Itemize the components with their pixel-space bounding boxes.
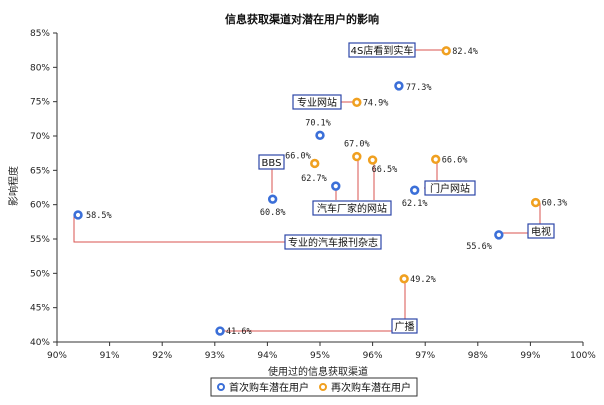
- data-label: 41.6%: [226, 327, 252, 337]
- y-tick-label: 45%: [30, 304, 50, 314]
- chart-title: 信息获取渠道对潜在用户的影响: [225, 12, 379, 26]
- data-label: 74.9%: [363, 98, 389, 108]
- x-tick-label: 92%: [152, 351, 172, 361]
- y-tick-label: 75%: [30, 98, 50, 108]
- callout-label: 专业网站: [297, 96, 337, 109]
- y-tick-label: 60%: [30, 201, 50, 211]
- point-repeat-buyer: [399, 274, 409, 284]
- point-repeat-buyer: [352, 151, 362, 162]
- axes: 90% 91% 92% 93% 94% 95% 96% 97% 98% 99% 100% 40% 45%…: [30, 29, 596, 361]
- data-label: 62.7%: [301, 174, 327, 184]
- data-label: 67.0%: [344, 140, 370, 150]
- x-axis-title: 使用过的信息获取渠道: [268, 365, 368, 378]
- x-tick-label: 97%: [415, 351, 435, 361]
- data-label: 66.0%: [285, 151, 311, 161]
- legend: 首次购车潜在用户 再次购车潜在用户: [210, 377, 418, 397]
- callout-label: BBS: [262, 158, 282, 169]
- x-tick-label: 90%: [47, 351, 67, 361]
- point-first-buyer: [267, 194, 278, 204]
- point-repeat-buyer: [530, 197, 541, 208]
- y-tick-label: 55%: [30, 235, 50, 245]
- data-label: 60.8%: [260, 208, 286, 218]
- data-label: 62.1%: [402, 199, 428, 209]
- x-tick-label: 93%: [205, 351, 225, 361]
- callout-box: [258, 154, 285, 170]
- legend-label-first: 首次购车潜在用户: [229, 381, 309, 394]
- point-repeat-buyer: [310, 158, 320, 169]
- point-first-buyer: [315, 130, 325, 141]
- x-tick-label: 99%: [520, 351, 540, 361]
- callout-label: 4S店看到实车: [351, 44, 414, 57]
- callout-box: [527, 223, 555, 239]
- point-first-buyer: [394, 81, 404, 91]
- callout-label: 广播: [395, 320, 415, 333]
- point-first-buyer: [331, 181, 341, 191]
- x-tick-label: 98%: [468, 351, 488, 361]
- y-tick-label: 70%: [30, 132, 50, 142]
- x-tick-label: 94%: [257, 351, 277, 361]
- callout-label: 电视: [531, 225, 551, 238]
- x-tick-label: 91%: [100, 351, 120, 361]
- data-label: 60.3%: [542, 199, 568, 209]
- callout-label: 门户网站: [430, 182, 470, 195]
- data-label: 66.6%: [442, 155, 468, 165]
- point-repeat-buyer: [441, 46, 451, 56]
- callout-leader: [73, 214, 285, 243]
- point-repeat-buyer: [367, 155, 378, 165]
- point-first-buyer: [215, 326, 225, 336]
- x-tick-label: 100%: [570, 351, 596, 361]
- callout-label: 汽车厂家的网站: [317, 202, 387, 215]
- point-repeat-buyer: [431, 154, 441, 165]
- callout-box: [424, 180, 476, 196]
- y-tick-label: 80%: [30, 63, 50, 73]
- callout-box: [292, 94, 342, 110]
- legend-label-repeat: 再次购车潜在用户: [331, 381, 411, 394]
- data-label: 58.5%: [86, 211, 112, 221]
- data-label: 82.4%: [452, 47, 478, 57]
- y-tick-label: 40%: [30, 338, 50, 348]
- callout-box: [284, 234, 382, 250]
- point-first-buyer: [494, 230, 504, 240]
- callout-box: [348, 42, 416, 58]
- data-label: 70.1%: [305, 118, 331, 128]
- data-points: 58.5% 41.6% 60.8% 70.1% 62.7% 77.3% 62.1% 55.6%…: [73, 46, 568, 337]
- callout-label: 专业的汽车报刊杂志: [288, 236, 378, 249]
- legend-box: [210, 377, 418, 397]
- point-first-buyer: [73, 210, 83, 220]
- legend-marker-repeat: [319, 383, 327, 391]
- y-tick-label: 50%: [30, 269, 50, 279]
- callout-box: [391, 318, 418, 334]
- y-tick-label: 85%: [30, 29, 50, 39]
- data-label: 77.3%: [406, 83, 432, 93]
- x-tick-label: 96%: [363, 351, 383, 361]
- x-tick-label: 95%: [310, 351, 330, 361]
- callout-box: [312, 200, 392, 216]
- y-axis-title: 影响程度: [7, 166, 20, 206]
- point-repeat-buyer: [352, 97, 362, 108]
- legend-marker-first: [217, 383, 225, 391]
- data-label: 49.2%: [410, 275, 436, 285]
- y-tick-label: 65%: [30, 166, 50, 176]
- data-label: 55.6%: [466, 242, 492, 252]
- data-label: 66.5%: [372, 165, 398, 175]
- point-first-buyer: [409, 185, 420, 195]
